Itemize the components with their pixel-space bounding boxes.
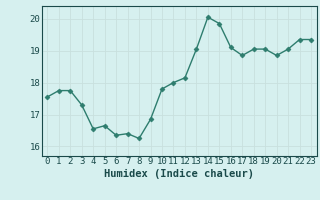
X-axis label: Humidex (Indice chaleur): Humidex (Indice chaleur) xyxy=(104,169,254,179)
